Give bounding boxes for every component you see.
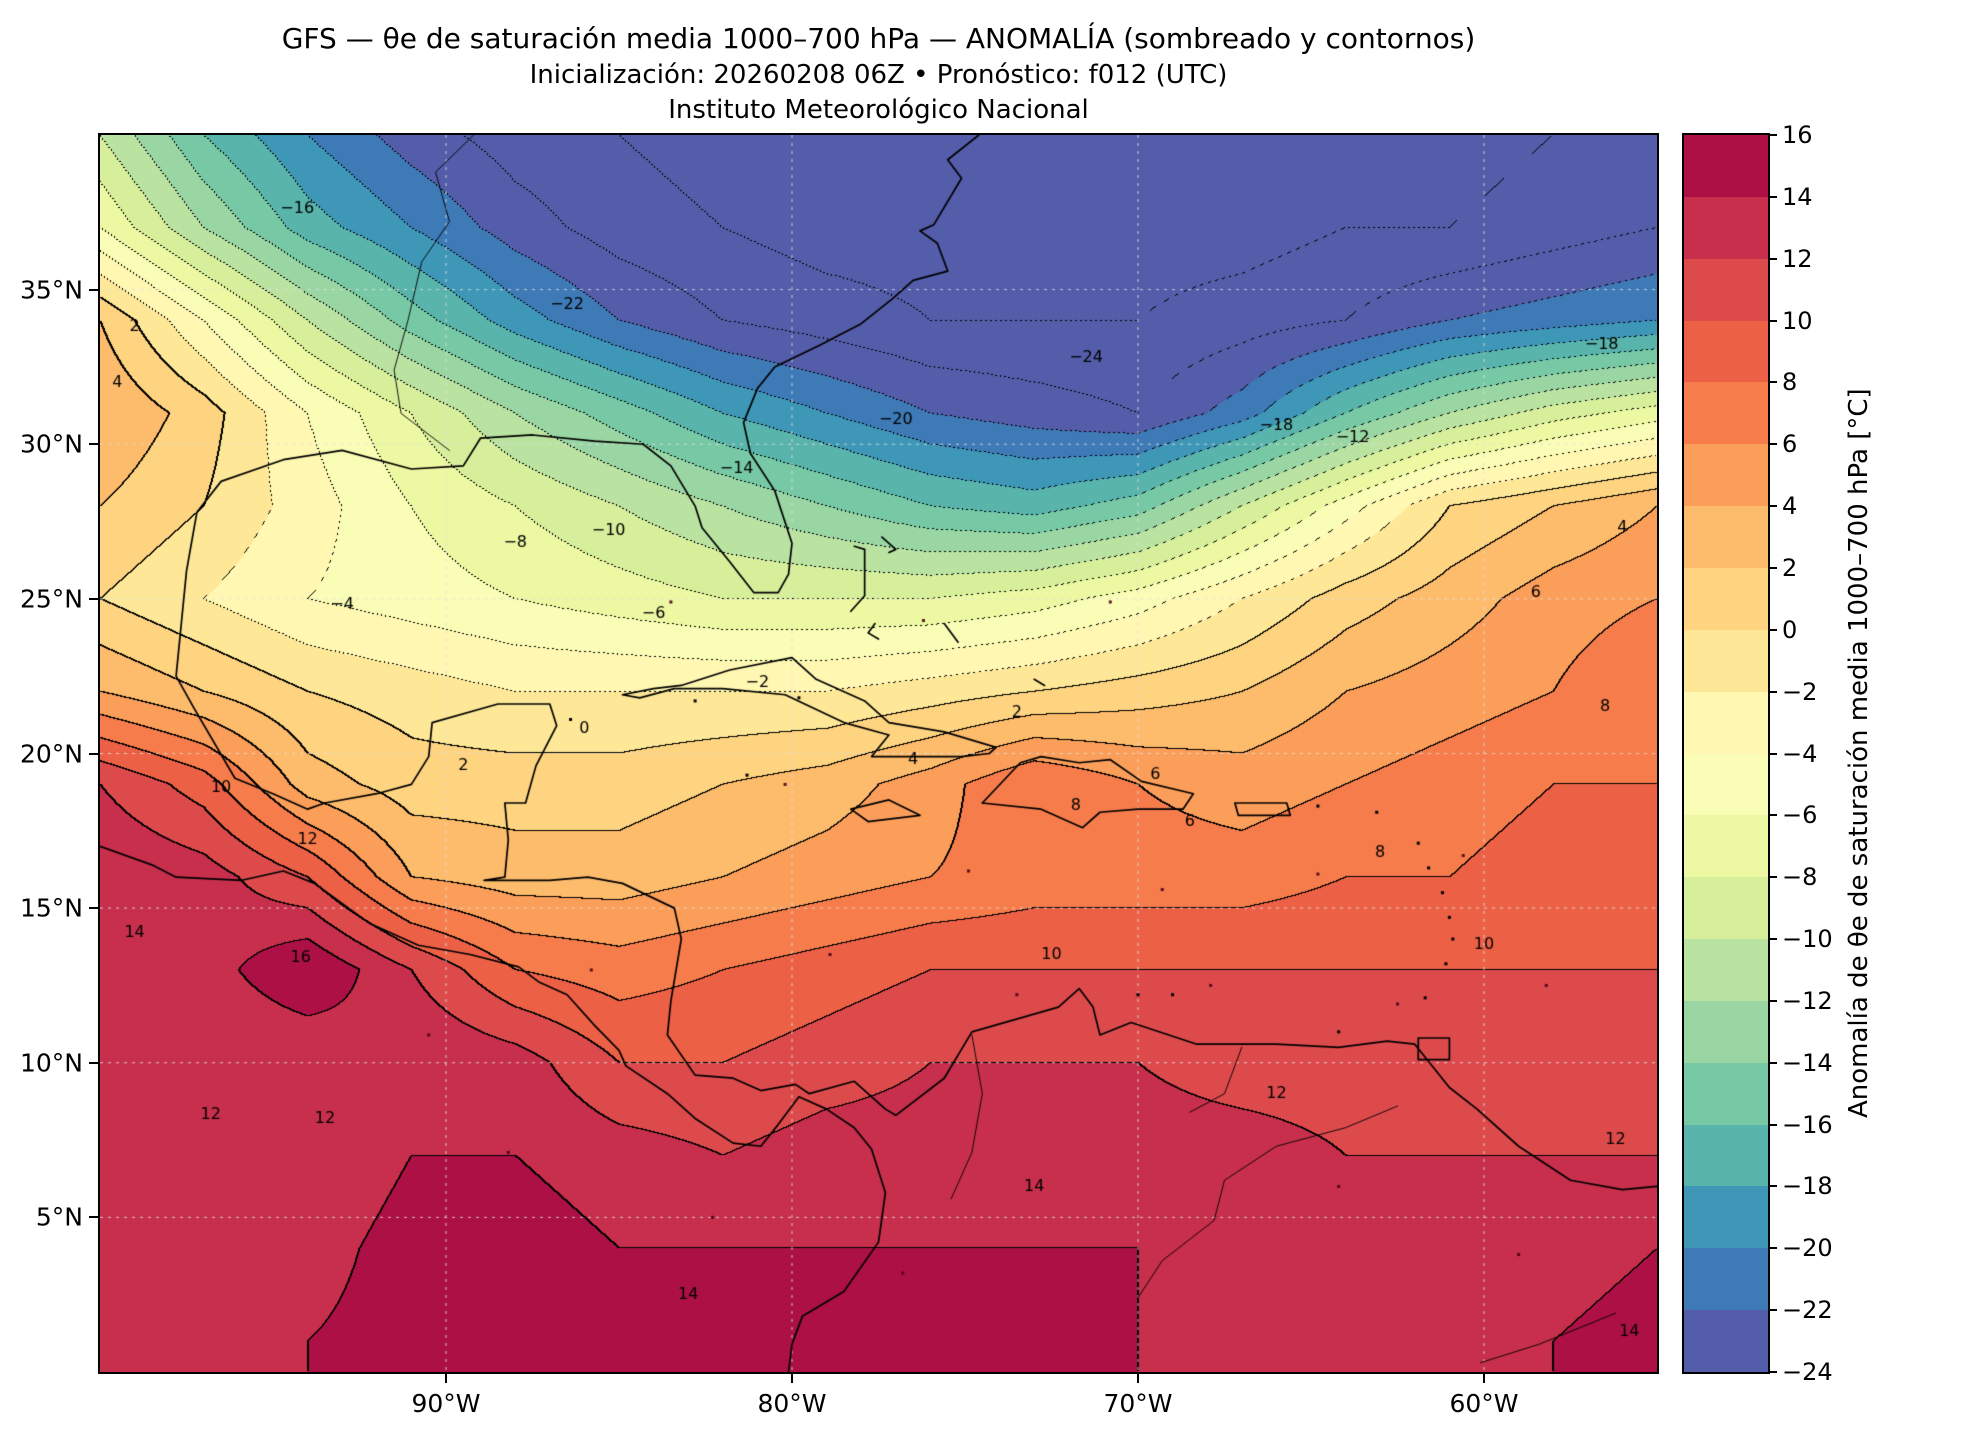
colorbar-tick-label: −2 (1782, 677, 1818, 706)
y-tick-label: 5°N (35, 1202, 83, 1232)
title-block: GFS — θe de saturación media 1000–700 hP… (100, 20, 1657, 128)
colorbar-tick-label: 4 (1782, 492, 1798, 521)
colorbar-tick-label: −8 (1782, 863, 1818, 892)
colorbar-tick-label: −12 (1782, 986, 1833, 1015)
chart-subtitle: Inicialización: 20260208 06Z • Pronóstic… (529, 60, 1228, 90)
chart-title: GFS — θe de saturación media 1000–700 hP… (281, 22, 1476, 55)
colorbar-band (1684, 1248, 1768, 1311)
colorbar (1682, 133, 1770, 1374)
colorbar-band (1684, 135, 1768, 198)
colorbar-band (1684, 1124, 1768, 1188)
x-tick-mark (1483, 1374, 1485, 1383)
colorbar-tick-label: −24 (1782, 1358, 1833, 1386)
x-tick-mark (1137, 1374, 1139, 1383)
colorbar-tick-label: −22 (1782, 1296, 1833, 1325)
y-tick-label: 10°N (19, 1048, 83, 1078)
colorbar-tick-mark (1768, 257, 1777, 260)
colorbar-tick-mark (1768, 876, 1777, 879)
x-tick-label: 70°W (1103, 1389, 1173, 1418)
colorbar-tick-label: −20 (1782, 1234, 1833, 1263)
colorbar-tick-label: −16 (1782, 1110, 1833, 1139)
chart-institution: Instituto Meteorológico Nacional (668, 95, 1089, 125)
colorbar-band (1684, 753, 1768, 816)
colorbar-tick-mark (1768, 690, 1777, 693)
y-tick-label: 15°N (19, 893, 83, 923)
colorbar-tick-mark (1768, 1061, 1777, 1064)
y-tick-mark (89, 443, 98, 446)
x-tick-label: 60°W (1449, 1389, 1519, 1418)
map-canvas (100, 135, 1657, 1372)
colorbar-tick-label: 14 (1782, 182, 1813, 211)
colorbar-tick-mark (1768, 1309, 1777, 1312)
colorbar-tick-mark (1768, 1371, 1777, 1373)
colorbar-tick-mark (1768, 814, 1777, 817)
y-tick-label: 35°N (19, 275, 83, 305)
colorbar-tick-mark (1768, 1123, 1777, 1126)
colorbar-band (1684, 444, 1768, 507)
y-tick-mark (89, 1216, 98, 1219)
colorbar-tick-mark (1768, 1247, 1777, 1250)
colorbar-tick-label: −18 (1782, 1172, 1833, 1201)
x-tick-label: 90°W (411, 1389, 481, 1418)
colorbar-band (1684, 382, 1768, 445)
colorbar-tick-mark (1768, 443, 1777, 446)
colorbar-tick-mark (1768, 999, 1777, 1002)
colorbar-band (1684, 196, 1768, 260)
colorbar-band (1684, 629, 1768, 693)
colorbar-tick-mark (1768, 628, 1777, 631)
colorbar-band (1684, 939, 1768, 1002)
map-plot-area (98, 133, 1659, 1374)
colorbar-tick-label: 0 (1782, 615, 1798, 644)
x-tick-mark (445, 1374, 447, 1383)
colorbar-tick-label: −10 (1782, 925, 1833, 954)
colorbar-band (1684, 691, 1768, 755)
y-tick-label: 25°N (19, 584, 83, 614)
colorbar-band (1684, 567, 1768, 631)
colorbar-tick-label: −4 (1782, 739, 1818, 768)
colorbar-tick-mark (1768, 752, 1777, 755)
colorbar-tick-label: −6 (1782, 801, 1818, 830)
colorbar-tick-mark (1768, 195, 1777, 198)
y-tick-mark (89, 597, 98, 600)
colorbar-tick-mark (1768, 566, 1777, 569)
y-tick-label: 30°N (19, 429, 83, 459)
colorbar-tick-mark (1768, 134, 1777, 136)
colorbar-tick-mark (1768, 319, 1777, 322)
colorbar-band (1684, 320, 1768, 383)
colorbar-tick-mark (1768, 505, 1777, 508)
colorbar-tick-label: 8 (1782, 368, 1798, 397)
colorbar-tick-label: 6 (1782, 430, 1798, 459)
colorbar-band (1684, 258, 1768, 322)
colorbar-band (1684, 877, 1768, 940)
colorbar-band (1684, 506, 1768, 569)
y-tick-mark (89, 1061, 98, 1064)
colorbar-tick-mark (1768, 381, 1777, 384)
y-tick-label: 20°N (19, 739, 83, 768)
x-tick-mark (791, 1374, 793, 1383)
colorbar-tick-label: 2 (1782, 553, 1798, 582)
colorbar-tick-mark (1768, 938, 1777, 941)
colorbar-tick-label: −14 (1782, 1048, 1833, 1077)
colorbar-band (1684, 1186, 1768, 1249)
y-tick-mark (89, 752, 98, 755)
colorbar-tick-label: 16 (1782, 121, 1813, 149)
colorbar-tick-label: 12 (1782, 244, 1813, 273)
colorbar-band (1684, 1000, 1768, 1064)
colorbar-band (1684, 815, 1768, 878)
colorbar-band (1684, 1310, 1768, 1372)
y-tick-mark (89, 907, 98, 910)
x-tick-label: 80°W (757, 1389, 827, 1418)
colorbar-tick-label: 10 (1782, 306, 1813, 335)
colorbar-label: Anomalía de θe de saturación media 1000–… (1844, 388, 1874, 1119)
colorbar-band (1684, 1062, 1768, 1126)
y-tick-mark (89, 288, 98, 291)
colorbar-tick-mark (1768, 1185, 1777, 1188)
